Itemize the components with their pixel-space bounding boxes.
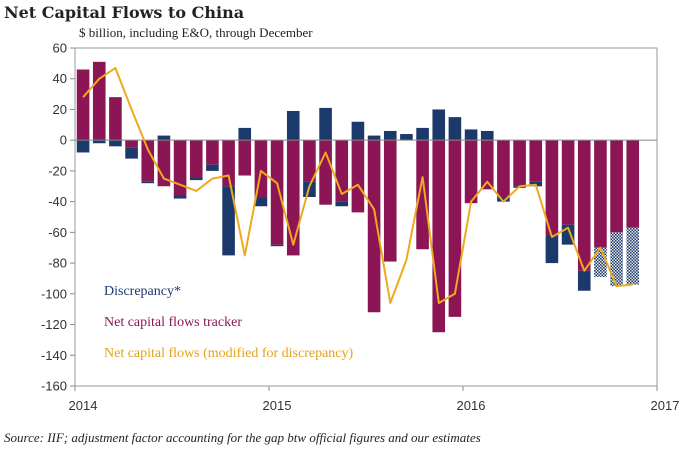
chart-title: Net Capital Flows to China (4, 3, 245, 22)
discrepancy-bar (610, 232, 623, 287)
tracker-bar (351, 140, 365, 213)
tracker-bar (173, 140, 187, 196)
tracker-bar (594, 140, 607, 248)
discrepancy-bar (497, 197, 510, 202)
modified-flows-line (82, 67, 633, 304)
discrepancy-bar (141, 181, 155, 184)
discrepancy-bar (76, 140, 90, 153)
y-tick-label: -140 (41, 348, 67, 363)
discrepancy-bar (545, 235, 559, 264)
y-tick-label: -120 (41, 317, 67, 332)
discrepancy-bar (448, 117, 462, 141)
tracker-bar (254, 140, 268, 198)
discrepancy-bar (594, 247, 607, 277)
discrepancy-bar (432, 109, 446, 141)
tracker-bar (189, 140, 203, 178)
discrepancy-bar (335, 201, 349, 207)
tracker-bar (464, 140, 478, 204)
tracker-bar (513, 140, 526, 187)
tracker-bar (206, 140, 219, 165)
tracker-bar (383, 140, 397, 262)
y-tick-label: 60 (53, 41, 67, 56)
x-tick-label: 2017 (651, 398, 680, 413)
tracker-bar (92, 61, 106, 141)
discrepancy-bar (464, 129, 478, 141)
discrepancy-bar (92, 140, 106, 144)
tracker-bar (416, 140, 429, 250)
legend-tracker: Net capital flows tracker (104, 315, 242, 330)
tracker-bar (141, 140, 155, 182)
y-tick-label: -100 (41, 286, 67, 301)
tracker-bar (319, 140, 332, 205)
discrepancy-bar (270, 244, 284, 247)
y-tick-label: 40 (53, 71, 67, 86)
discrepancy-bar (319, 107, 332, 141)
discrepancy-bar (157, 135, 171, 141)
x-tick-label: 2014 (69, 398, 98, 413)
y-tick-label: -160 (41, 379, 67, 394)
tracker-bar (529, 140, 543, 182)
y-tick-label: 0 (60, 133, 67, 148)
plot-frame (74, 47, 658, 387)
discrepancy-bar (238, 127, 252, 141)
discrepancy-bar (400, 134, 413, 141)
tracker-bar (109, 97, 122, 141)
tracker-bar (125, 140, 138, 148)
y-tick-label: -60 (48, 225, 67, 240)
y-tick-label: -40 (48, 194, 67, 209)
tracker-bar (270, 140, 284, 245)
discrepancy-bar (109, 140, 122, 147)
discrepancy-bar (189, 177, 203, 181)
x-tick-label: 2016 (457, 398, 486, 413)
legend-modified: Net capital flows (modified for discrepa… (104, 346, 354, 361)
discrepancy-bar (351, 121, 365, 141)
discrepancy-bar (577, 270, 591, 291)
tracker-bar (577, 140, 591, 271)
tracker-bar (545, 140, 559, 236)
legend-discrepancy: Discrepancy* (104, 284, 181, 299)
tracker-bar (286, 140, 300, 256)
y-tick-label: -20 (48, 163, 67, 178)
y-tick-label: -80 (48, 256, 67, 271)
discrepancy-bar (222, 186, 235, 256)
x-tick-label: 2015 (263, 398, 292, 413)
tracker-bar (497, 140, 510, 198)
tracker-bar (626, 140, 640, 228)
discrepancy-bar (416, 127, 429, 141)
chart-subtitle: $ billion, including E&O, through Decemb… (79, 25, 313, 40)
tracker-bar (367, 140, 381, 313)
tracker-bar (610, 140, 623, 233)
discrepancy-bar (254, 197, 268, 207)
discrepancy-bar (206, 164, 219, 171)
y-tick-label: 20 (53, 102, 67, 117)
discrepancy-bar (173, 195, 187, 199)
discrepancy-bar (286, 110, 300, 141)
tracker-bar (480, 140, 494, 190)
discrepancy-bar (367, 135, 381, 141)
tracker-bar (303, 140, 316, 182)
discrepancy-bar (125, 147, 138, 159)
source-note: Source: IIF; adjustment factor accountin… (4, 430, 481, 445)
tracker-bar (222, 140, 235, 187)
discrepancy-bar (626, 227, 640, 285)
tracker-bar (76, 69, 90, 141)
discrepancy-bar (383, 130, 397, 141)
tracker-bar (238, 140, 252, 176)
tracker-bar (561, 140, 575, 225)
discrepancy-bar (480, 130, 494, 141)
